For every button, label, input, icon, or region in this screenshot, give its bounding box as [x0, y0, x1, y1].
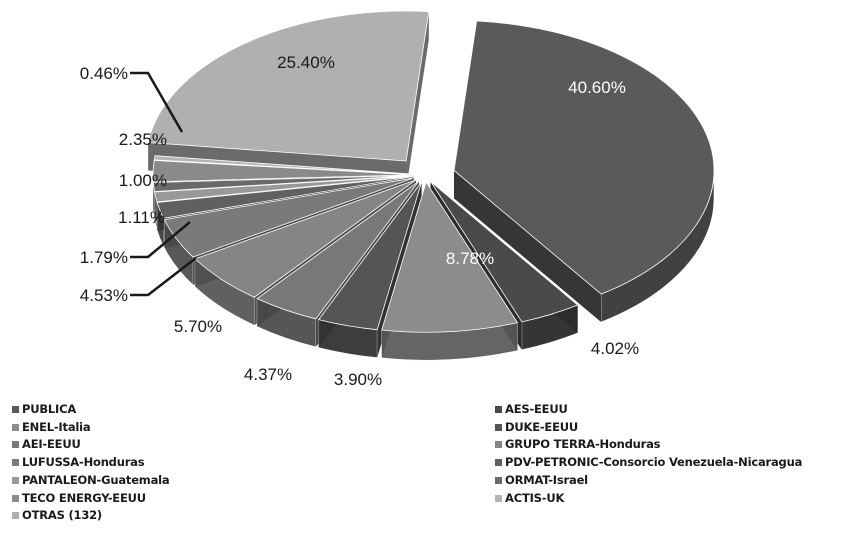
pie-slice-top: [152, 160, 414, 183]
pie-slice-top: [163, 177, 415, 258]
leader-lines: [130, 71, 197, 297]
legend-swatch: [495, 423, 502, 431]
pie-slices: [147, 10, 715, 361]
legend-item: ORMAT-Israel: [495, 472, 588, 487]
slice-labels: 40.60% 4.02% 8.78% 3.90% 4.37% 5.70% 4.53% 1.79…: [80, 53, 639, 389]
legend-swatch: [495, 406, 502, 413]
legend-label: DUKE-EEUU: [505, 419, 579, 434]
legend-swatch: [495, 441, 502, 449]
pie-slice-2: [381, 181, 519, 361]
pie-slice-top: [156, 176, 414, 219]
slice-label: 1.11%: [118, 208, 165, 227]
slice-label: 5.70%: [174, 317, 222, 336]
slice-label: 1.79%: [80, 248, 128, 267]
slice-label: 25.40%: [277, 53, 335, 72]
pie-slice-edge: [454, 170, 602, 323]
pie-slice-top: [153, 155, 414, 175]
pie-slice-top: [152, 175, 414, 192]
slice-label: 0.46%: [80, 64, 128, 83]
pie-slice-top: [381, 181, 519, 333]
legend-label: PANTALEON-Guatemala: [22, 472, 170, 487]
leader-line: [130, 71, 184, 133]
legend-label: ENEL-Italia: [22, 419, 91, 434]
pie-chart: 40.60% 4.02% 8.78% 3.90% 4.37% 5.70% 4.53% 1.79…: [80, 10, 715, 389]
legend-item: OTRAS (132): [12, 509, 102, 522]
pie-slice-top: [147, 10, 430, 162]
legend-item: TECO ENERGY-EEUU: [12, 490, 146, 505]
legend-label: OTRAS (132): [22, 508, 102, 523]
pie-slice-top: [256, 180, 420, 320]
slice-label: 4.02%: [591, 339, 639, 358]
legend-swatch: [12, 512, 19, 520]
legend-swatch: [12, 423, 19, 431]
leader-line: [130, 257, 197, 297]
legend-item: GRUPO TERRA-Honduras: [495, 437, 661, 452]
legend-item: PUBLICA: [12, 403, 76, 416]
legend-item: DUKE-EEUU: [495, 419, 579, 434]
legend-label: ORMAT-Israel: [505, 472, 588, 487]
legend-item: PDV-PETRONIC-Consorcio Venezuela-Nicarag…: [495, 456, 802, 469]
legend-swatch: [12, 494, 19, 502]
legend-swatch: [12, 476, 19, 484]
legend-label: PDV-PETRONIC-Consorcio Venezuela-Nicarag…: [505, 455, 803, 470]
legend-label: ACTIS-UK: [505, 490, 565, 505]
legend-swatch: [495, 494, 502, 502]
legend-swatch: [495, 476, 502, 484]
legend-label: AEI-EEUU: [22, 437, 81, 452]
slice-label: 4.53%: [80, 286, 128, 305]
pie-slice-0: [453, 20, 715, 323]
legend-label: AES-EEUU: [505, 402, 568, 416]
legend-item: LUFUSSA-Honduras: [12, 455, 145, 470]
legend-label: LUFUSSA-Honduras: [22, 455, 145, 470]
slice-label: 8.78%: [446, 249, 494, 268]
legend-swatch: [12, 441, 19, 449]
pie-slice-top: [453, 20, 715, 295]
legend-item: AEI-EEUU: [12, 438, 81, 451]
leader-line: [130, 221, 191, 259]
pie-slice-top: [317, 181, 422, 331]
legend-swatch: [12, 459, 19, 467]
legend-label: GRUPO TERRA-Honduras: [505, 437, 661, 452]
pie-slice-top: [430, 181, 579, 323]
slice-label: 3.90%: [334, 370, 382, 389]
legend-swatch: [495, 459, 502, 467]
legend-item: PANTALEON-Guatemala: [12, 472, 170, 487]
slice-label: 1.00%: [119, 171, 167, 190]
pie-slice-top: [154, 175, 414, 203]
pie-slice-edge: [406, 11, 429, 190]
legend-item: AES-EEUU: [495, 403, 568, 416]
legend-swatch: [12, 406, 19, 413]
slice-label: 4.37%: [244, 365, 292, 384]
legend-item: ACTIS-UK: [495, 490, 565, 505]
legend-label: PUBLICA: [22, 402, 77, 416]
legend-label: TECO ENERGY-EEUU: [22, 490, 146, 505]
slice-label: 2.35%: [119, 130, 167, 149]
legend-item: ENEL-Italia: [12, 419, 91, 434]
slice-label: 40.60%: [568, 78, 626, 97]
